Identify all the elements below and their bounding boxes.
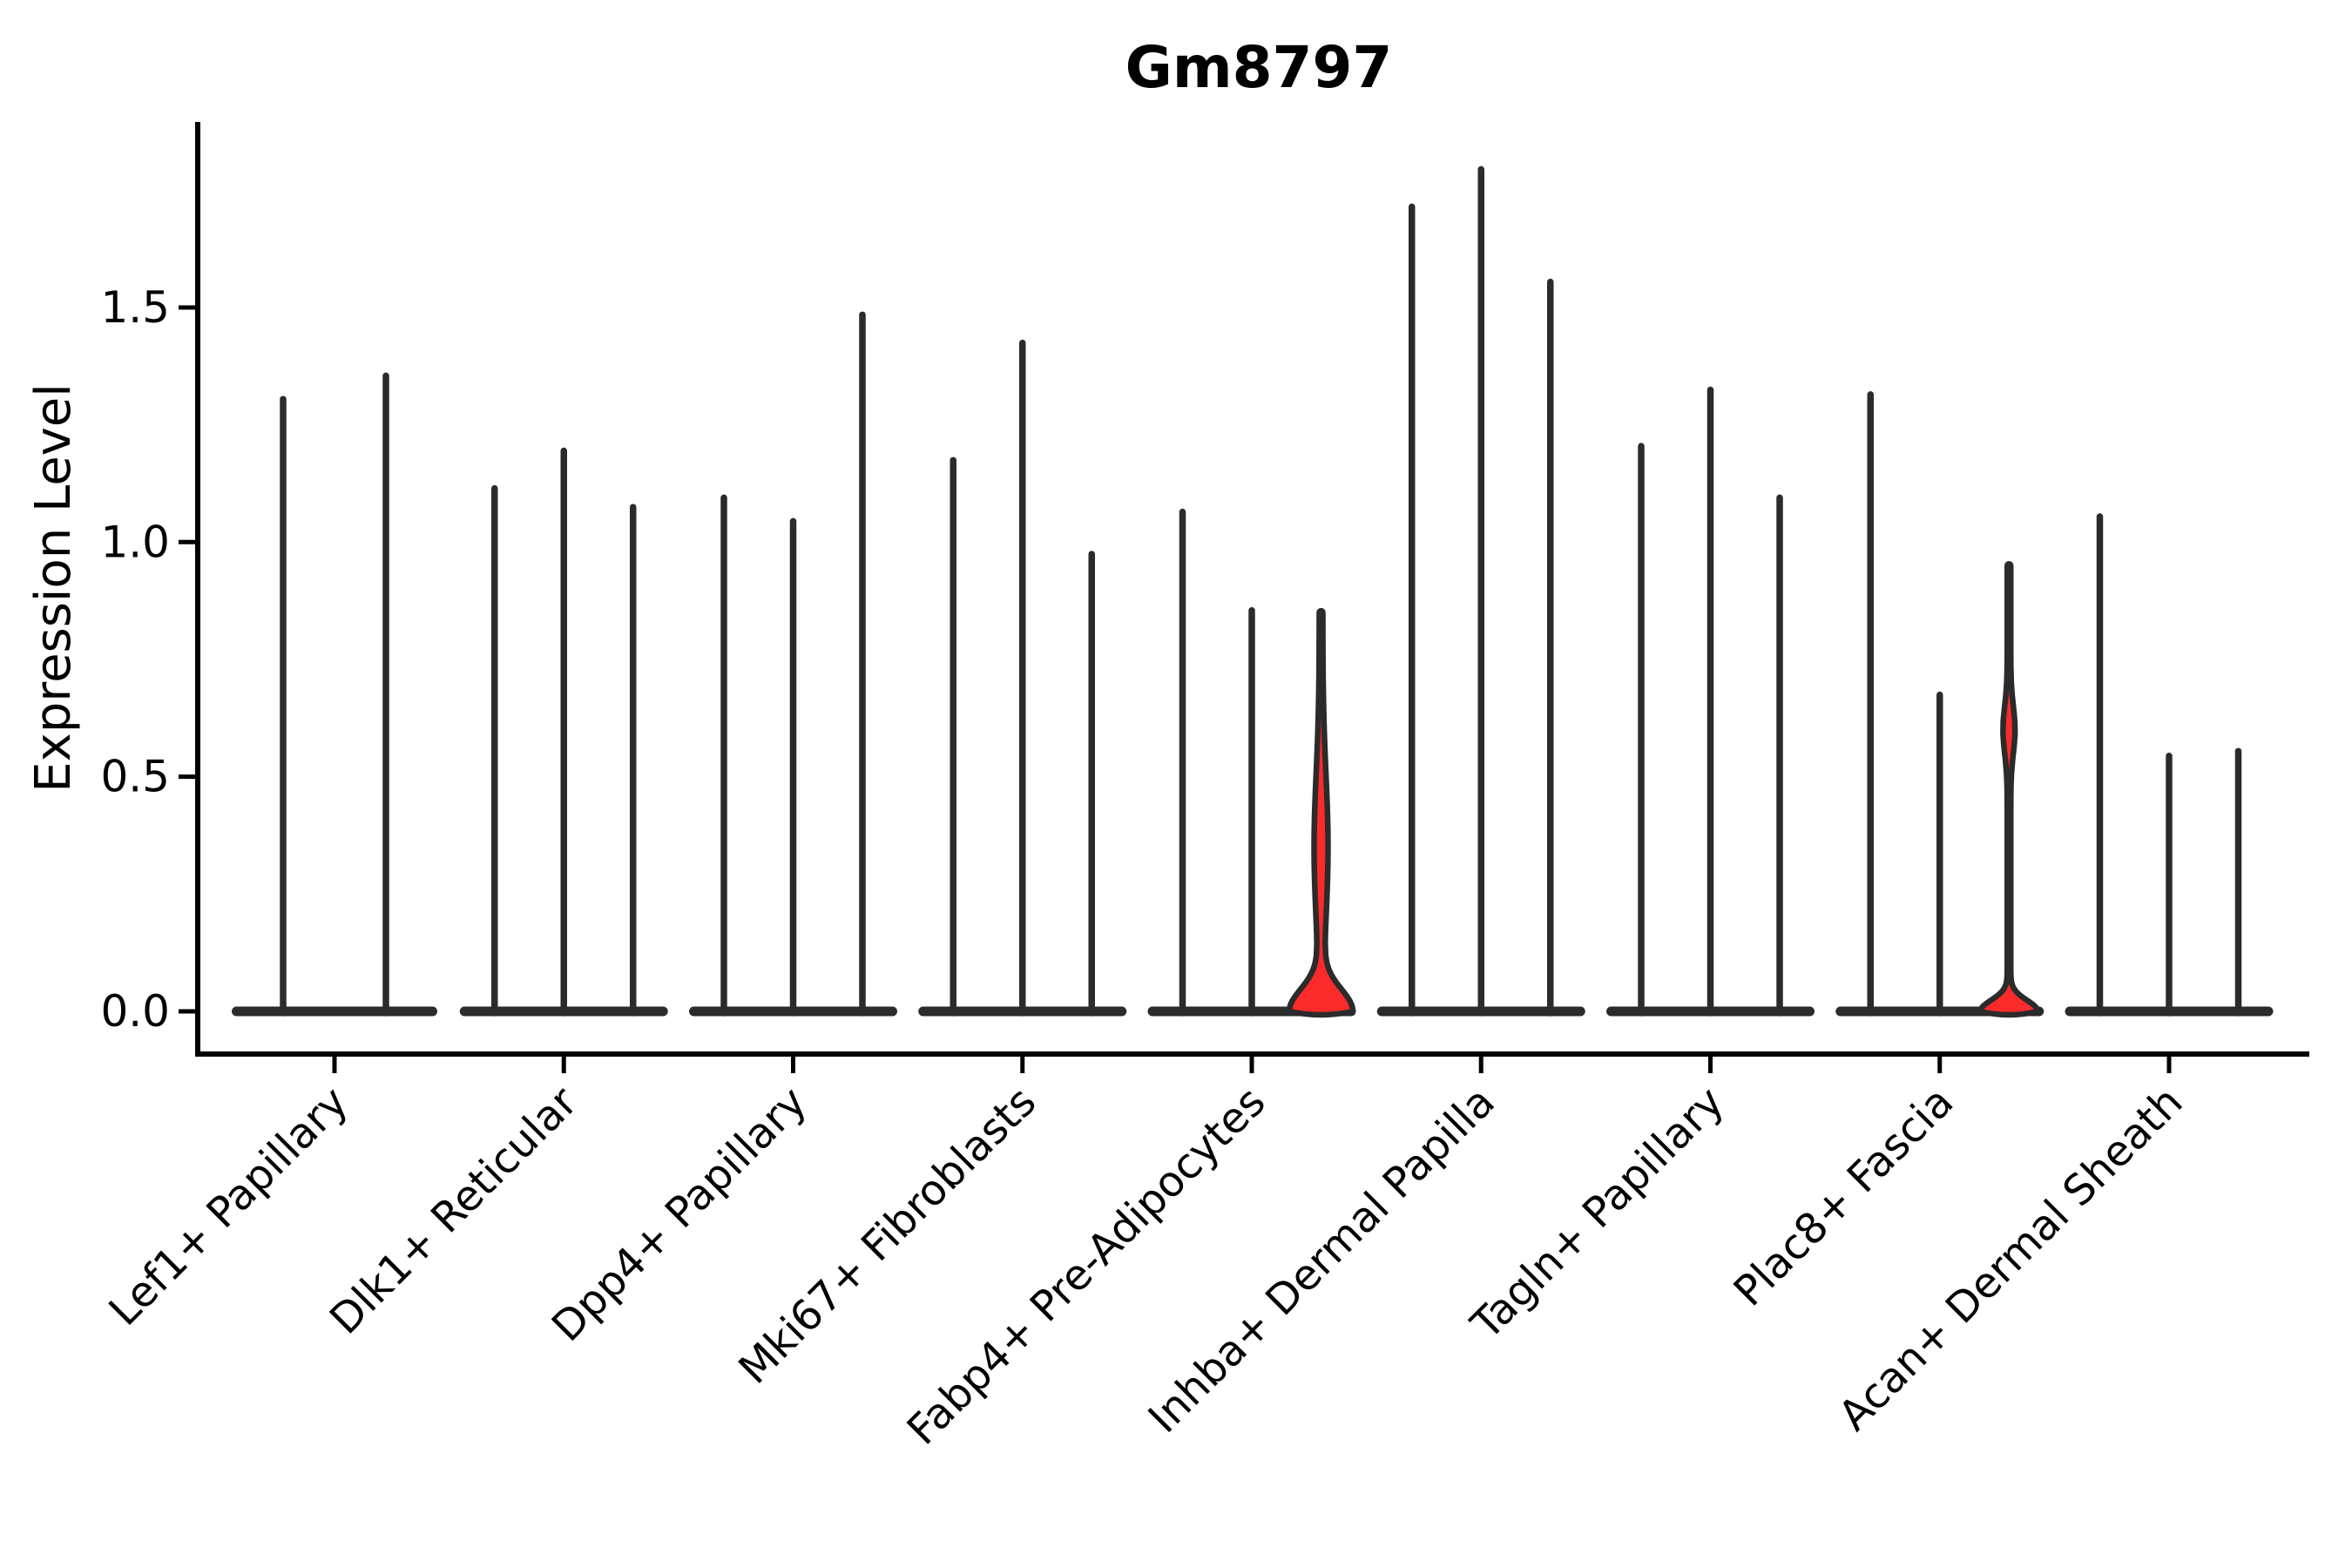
violin-baseline	[232, 1006, 437, 1017]
violin-highlighted	[1977, 561, 2041, 1018]
chart-title: Gm8797	[1125, 34, 1393, 101]
y-tick-label: 0.0	[100, 986, 170, 1037]
y-tick-label: 1.5	[100, 282, 170, 333]
violins-layer	[232, 166, 2274, 1018]
axes-layer	[179, 122, 2309, 1073]
y-tick-label: 0.5	[100, 752, 170, 802]
y-tick-label: 1.0	[100, 517, 170, 567]
y-axis-label: Expression Level	[25, 383, 82, 793]
violin-highlighted	[1286, 607, 1356, 1018]
